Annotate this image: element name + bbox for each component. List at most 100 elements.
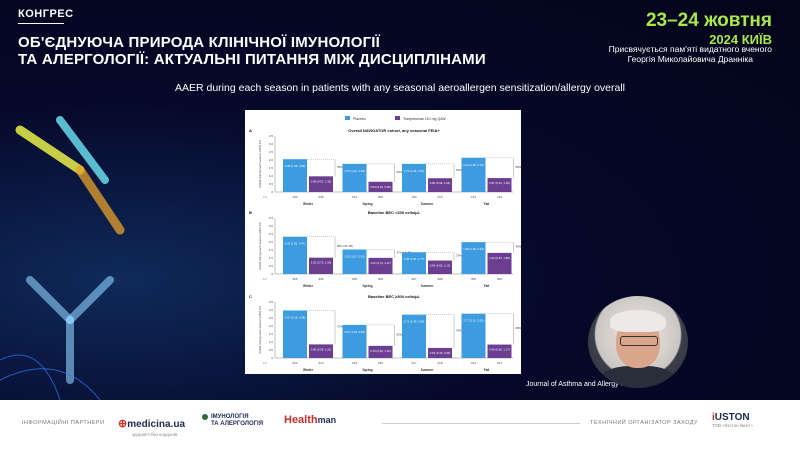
y-tick-label: 3.0 [269,142,274,146]
speaker-webcam [588,296,688,388]
y-tick-label: 1.5 [269,166,274,170]
aaer-chart: Placebo Tezepelumab 210 mg Q4W A Overall NA… [249,116,532,372]
legend-swatch-placebo [345,116,350,120]
y-tick-label: 2.0 [269,324,274,328]
chart-panel: Placebo Tezepelumab 210 mg Q4W A Overall NA… [245,110,532,374]
bar-label-tezepelumab: 0.64 (0.43, 0.99) [370,185,391,189]
medicina-logo[interactable]: ⊕medicina.ua здоров'я без кордонів [118,418,186,437]
bar-label-placebo: 1.99 (1.30, 2.94) [463,247,484,251]
y-tick-label: 1.0 [269,174,274,178]
antibody-decoration [0,116,125,400]
y-tick-label: 0 [271,356,273,360]
dedication: Присвячується пам'яті видатного вченого … [609,44,772,64]
bar-label-placebo: 2.71 (1.99, 3.69) [404,320,425,324]
x-category-label: Fall [484,202,490,206]
congress-date: 23–24 жовтня 2024 КИЇВ [646,10,772,47]
speaker-glasses [620,336,658,346]
journal-logo-line2: ТА АЛЕРГОЛОГІЯ [211,421,264,427]
n-value: 308 [437,277,442,281]
y-tick-label: 0.5 [269,182,274,186]
n-value: 216 [378,361,383,365]
n-value: 219 [352,361,357,365]
journal-emblem-icon [202,414,208,420]
date-main: 23–24 жовтня [645,10,772,31]
y-tick-label: 1.5 [269,248,274,252]
bar-tezepelumab [487,252,512,274]
y-axis-label: AAER during each season (95% CI) [258,140,262,188]
panel-letter: B [249,210,252,215]
y-tick-label: 0.5 [269,348,274,352]
bar-tezepelumab [309,344,333,358]
n-value: 306 [318,277,323,281]
journal-citation: Journal of Asthma and Allergy ... –236 [526,381,644,388]
y-axis-label: AAER during each season (95% CI) [258,306,262,354]
n-value: 190 [411,195,416,199]
y-tick-label: 1.5 [269,332,274,336]
panel-letter: C [249,294,252,299]
y-tick-label: 2.5 [269,316,274,320]
n-value: 191 [471,195,476,199]
n-value: 218 [437,361,442,365]
partners-label: ІНФОРМАЦІЙНІ ПАРТНЕРИ [22,420,105,426]
y-tick-label: 2.5 [269,232,274,236]
bar-placebo [342,324,367,358]
x-category-label: Spring [362,202,372,206]
n-value: 210 [437,195,442,199]
y-tick-label: 3.0 [269,224,274,228]
bar-placebo [342,163,367,192]
n-value: 305 [352,277,357,281]
n-value: 305 [292,277,297,281]
bar-label-placebo: 2.07 (1.51, 2.83) [344,330,365,334]
reduction-label: 59% (36, 65) [337,244,353,248]
bar-label-placebo: 1.76 (1.22, 2.48) [344,169,365,173]
bar-placebo [283,159,307,192]
bar-label-placebo: 1.36 (1.01, 1.77) [404,257,425,261]
congress-title: ОБ'ЄДНУЮЧА ПРИРОДА КЛІНІЧНОЇ ІМУНОЛОГІЇ … [18,34,486,68]
bar-label-tezepelumab: 0.85 (0.59, 1.21) [311,347,332,351]
bar-placebo [461,242,486,274]
y-tick-label: 3.0 [269,308,274,312]
bar-tezepelumab [487,344,512,358]
health-man-logo[interactable]: Healthman [284,414,336,426]
x-category-label: Fall [484,368,490,372]
journal-logo[interactable]: ІМУНОЛОГІЯ ТА АЛЕРГОЛОГІЯ [202,414,264,428]
panel-title: Baseline BEC ≥300 cells/μL [368,294,421,299]
reduction-label: 59% (31, 74) [516,165,522,169]
n-value: 305 [471,277,476,281]
panel-letter: A [249,128,252,133]
bar-tezepelumab [428,260,452,274]
n-value: 217 [411,361,416,365]
bar-label-placebo: 2.14 (1.55, 2.79) [463,163,484,167]
n-label: n = [263,195,268,199]
x-category-label: Winter [303,284,314,288]
uston-logo[interactable]: iUSTON ТОВ «Юстон Івент» [712,412,753,428]
n-label: n = [263,361,268,365]
bar-label-tezepelumab: 0.63 (0.43, 0.93) [430,351,451,355]
y-tick-label: 1.0 [269,256,274,260]
bar-tezepelumab [368,257,393,274]
bar-placebo [402,252,426,274]
y-tick-label: 0 [271,272,273,276]
bar-tezepelumab [428,347,452,358]
n-value: 214 [318,361,323,365]
medicina-logo-sub: здоров'я без кордонів [132,432,178,437]
legend-swatch-tezepelumab [395,116,400,120]
slide-stage: КОНГРЕС ОБ'ЄДНУЮЧА ПРИРОДА КЛІНІЧНОЇ ІМУ… [0,0,800,400]
bar-placebo [461,313,486,358]
n-value: 306 [378,277,383,281]
y-tick-label: 0.5 [269,264,274,268]
y-axis-label: AAER during each season (95% CI) [258,222,262,270]
y-tick-label: 2.5 [269,150,274,154]
reduction-label: 69% (54, 79) [516,326,522,330]
bar-label-tezepelumab: 0.84 (0.60, 1.17) [489,348,510,352]
x-category-label: Fall [484,284,490,288]
bar-label-placebo: 2.97 (2.16, 4.08) [285,315,306,319]
dedication-line1: Присвячується пам'яті видатного вченого [608,44,772,54]
panel-title: Overall NAVIGATOR cohort, any seasonal F… [348,128,440,133]
speaker-hair [610,310,666,332]
bar-label-tezepelumab: 1.01 (0.74, 1.37) [370,261,391,265]
bar-placebo [402,163,426,192]
y-tick-label: 3.5 [269,300,274,304]
y-tick-label: 2.0 [269,240,274,244]
bar-placebo [342,249,367,274]
